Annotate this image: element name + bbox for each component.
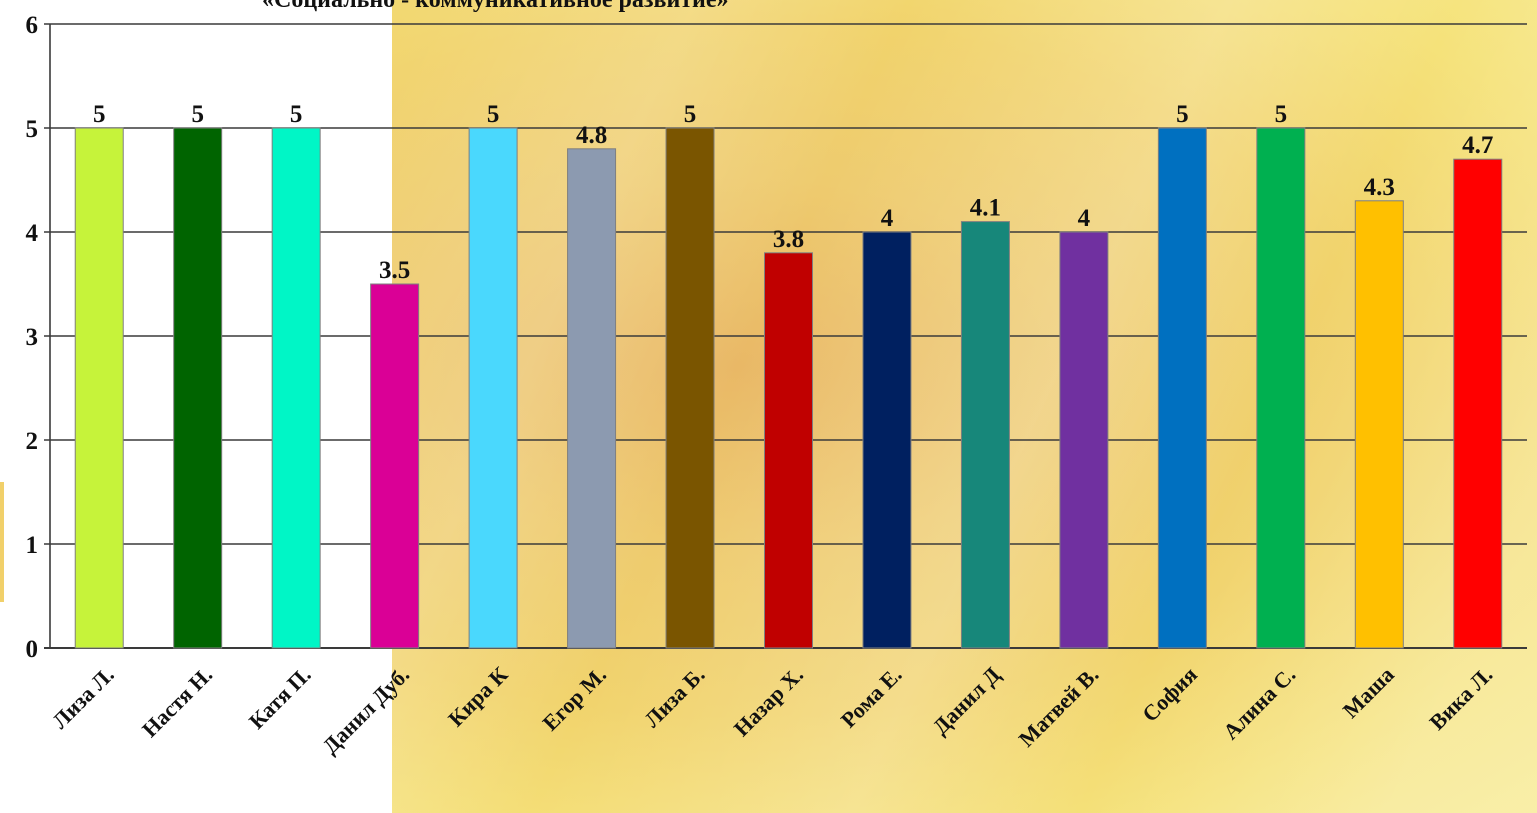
data-label: 5 (487, 101, 500, 128)
bar (1157, 127, 1207, 649)
x-tick-label: Кира К (443, 662, 513, 732)
bar (862, 231, 912, 649)
data-label: 5 (1275, 101, 1288, 128)
data-label: 5 (290, 101, 303, 128)
bars (74, 127, 1503, 649)
data-label: 5 (684, 101, 697, 128)
y-axis-ticks: 0 1 2 3 4 5 6 (26, 12, 39, 663)
y-tick-label: 0 (26, 636, 39, 663)
bar (1354, 200, 1404, 649)
x-axis-labels: Лиза Л. Настя Н. Катя П. Данил Дуб. Кира К Ег… (47, 662, 1497, 759)
bar (567, 148, 617, 649)
data-label: 4.1 (970, 195, 1001, 222)
bar (1059, 231, 1109, 649)
chart-title: «Социально - коммуникативное развитие» (262, 0, 729, 13)
data-labels: 5 5 5 3.5 5 4.8 5 3.8 4 4.1 4 5 5 4.3 4.7 (93, 101, 1493, 284)
y-tick-label: 2 (26, 428, 39, 455)
bar (74, 127, 124, 649)
data-label: 4 (881, 205, 894, 232)
data-label: 5 (191, 101, 204, 128)
bar (271, 127, 321, 649)
x-tick-label: Настя Н. (137, 662, 217, 742)
bar (960, 221, 1010, 649)
data-label: 3.8 (773, 226, 804, 253)
x-tick-label: Данил Дуб. (318, 662, 415, 759)
data-label: 4 (1078, 205, 1091, 232)
data-label: 5 (1176, 101, 1189, 128)
y-tick-label: 4 (26, 220, 39, 247)
x-tick-label: Лиза Б. (639, 662, 709, 732)
data-label: 4.7 (1462, 132, 1493, 159)
bar (665, 127, 715, 649)
side-decoration (0, 482, 4, 602)
bar (370, 283, 420, 649)
y-tick-label: 5 (26, 116, 39, 143)
x-tick-label: София (1137, 662, 1202, 727)
data-label: 4.3 (1364, 174, 1395, 201)
data-label: 4.8 (576, 122, 607, 149)
y-tick-label: 6 (26, 12, 39, 39)
x-tick-label: Назар Х. (729, 662, 808, 741)
x-tick-label: Маша (1338, 662, 1399, 723)
x-tick-label: Данил Д (928, 662, 1005, 739)
x-tick-label: Матвей В. (1014, 662, 1104, 752)
x-tick-label: Вика Л. (1424, 662, 1497, 735)
bar (173, 127, 223, 649)
bar (764, 252, 813, 649)
x-tick-label: Лиза Л. (47, 662, 119, 734)
x-tick-label: Егор М. (537, 662, 611, 736)
y-tick-label: 1 (26, 532, 39, 559)
bar (1256, 127, 1306, 649)
x-tick-label: Катя П. (244, 662, 316, 734)
y-tick-label: 3 (26, 324, 39, 351)
x-tick-label: Алина С. (1218, 662, 1300, 744)
bar (1453, 158, 1503, 649)
data-label: 3.5 (379, 257, 410, 284)
x-tick-label: Рома Е. (836, 662, 907, 733)
bar (468, 127, 518, 649)
data-label: 5 (93, 101, 106, 128)
